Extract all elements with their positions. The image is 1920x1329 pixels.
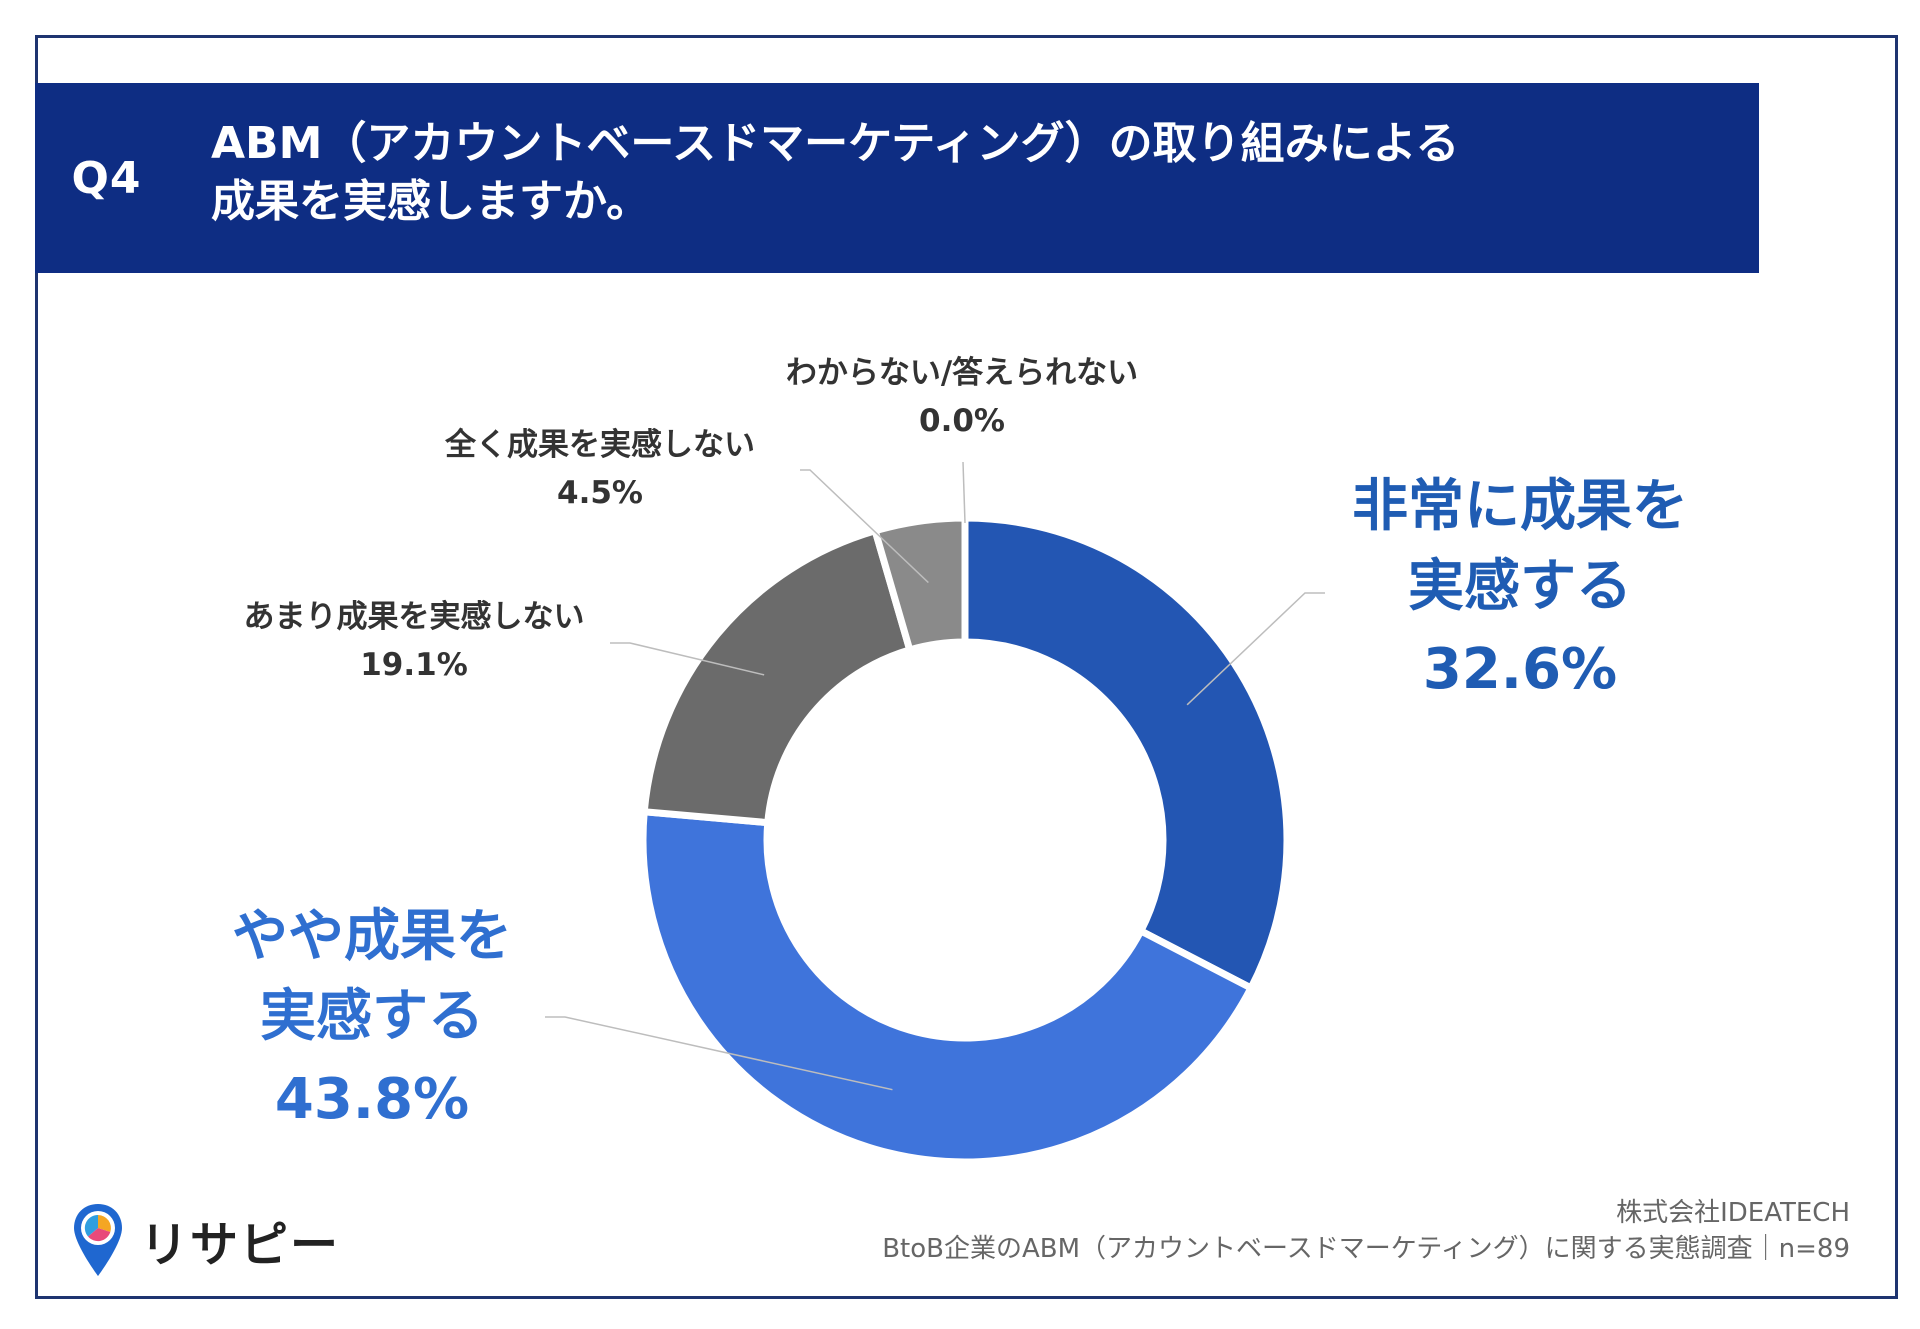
leader-lines: [545, 461, 1325, 1091]
slice-value-not-at-all: 4.5%: [557, 475, 643, 511]
slice-label-unknown-line1: わからない/答えられない: [786, 355, 1138, 391]
brand-logo-text: リサピー: [140, 1217, 341, 1273]
question-number-badge: Q4: [35, 83, 178, 273]
donut-slice-very-much: [961, 514, 1291, 993]
footer-source: 株式会社IDEATECH BtoB企業のABM（アカウントベースドマーケティング…: [882, 1195, 1850, 1267]
card-frame: [35, 35, 1898, 1299]
question-title: ABM（アカウントベースドマーケティング）の取り組みによる 成果を実感しますか。: [163, 83, 1759, 273]
slice-value-unknown: 0.0%: [919, 403, 1005, 439]
leader-line-unknown: [962, 461, 966, 524]
question-title-line2: 成果を実感しますか。: [211, 176, 651, 227]
question-title-line1: ABM（アカウントベースドマーケティング）の取り組みによる: [211, 118, 1460, 169]
leader-line-not-much: [610, 642, 765, 676]
slice-label-somewhat: やや成果を 実感する 43.8%: [232, 904, 512, 1132]
slice-label-somewhat-line1: やや成果を: [232, 904, 512, 969]
footer-survey: BtoB企業のABM（アカウントベースドマーケティング）に関する実態調査｜n=8…: [882, 1234, 1850, 1264]
brand-logo: リサピー: [70, 1200, 340, 1280]
slice-label-somewhat-line2: 実感する: [260, 984, 484, 1049]
leader-line-not-at-all: [800, 469, 929, 584]
slice-label-very-much: 非常に成果を 実感する 32.6%: [1352, 474, 1688, 702]
slice-label-not-at-all-line1: 全く成果を実感しない: [444, 427, 755, 463]
slice-label-not-at-all: 全く成果を実感しない 4.5%: [444, 427, 755, 511]
question-number: Q4: [71, 152, 142, 204]
donut-slice-not-much: [640, 526, 915, 827]
map-pin-pie-icon: [74, 1204, 122, 1276]
leader-line-very-much: [1186, 592, 1325, 706]
footer-company: 株式会社IDEATECH: [1616, 1198, 1850, 1228]
slice-value-not-much: 19.1%: [360, 647, 468, 683]
slice-value-somewhat: 43.8%: [275, 1067, 469, 1132]
slice-value-very-much: 32.6%: [1423, 637, 1617, 702]
slice-label-not-much-line1: あまり成果を実感しない: [244, 599, 585, 635]
leader-line-somewhat: [545, 1016, 893, 1091]
slice-label-very-much-line2: 実感する: [1408, 554, 1632, 619]
slice-label-unknown: わからない/答えられない 0.0%: [786, 355, 1138, 439]
slice-label-not-much: あまり成果を実感しない 19.1%: [244, 599, 585, 683]
donut-slices: [639, 514, 1291, 1166]
slice-label-very-much-line1: 非常に成果を: [1352, 474, 1688, 539]
donut-slice-somewhat: [639, 807, 1256, 1166]
